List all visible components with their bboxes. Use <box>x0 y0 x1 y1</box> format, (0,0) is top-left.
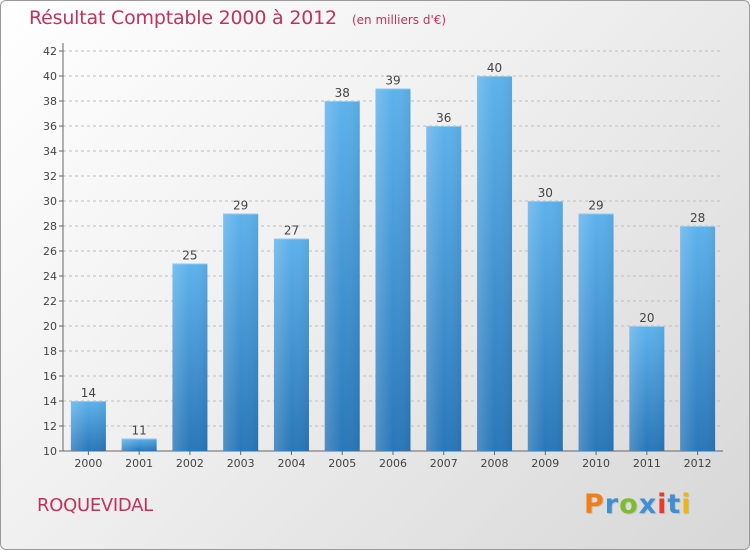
y-tick-label: 10 <box>43 445 57 458</box>
bar-shine-2005 <box>324 101 360 451</box>
x-tick-label: 2006 <box>379 457 407 470</box>
y-tick-label: 26 <box>43 245 57 258</box>
x-tick-label: 2012 <box>684 457 712 470</box>
y-tick-label: 32 <box>43 170 57 183</box>
data-label: 11 <box>132 424 147 438</box>
bar-shine-2008 <box>477 76 513 451</box>
chart-title: Résultat Comptable 2000 à 2012 <box>29 7 337 29</box>
logo-letter: x <box>638 489 658 520</box>
chart-header: Résultat Comptable 2000 à 2012 (en milli… <box>29 7 446 29</box>
data-label: 36 <box>436 111 451 125</box>
data-label: 25 <box>182 249 197 263</box>
y-tick-label: 42 <box>43 45 57 58</box>
data-label: 40 <box>487 61 502 75</box>
x-tick-label: 2008 <box>481 457 509 470</box>
x-tick-label: 2007 <box>430 457 458 470</box>
logo-letter: P <box>584 489 605 520</box>
commune-name: ROQUEVIDAL <box>37 495 153 516</box>
y-tick-label: 40 <box>43 70 57 83</box>
y-tick-label: 16 <box>43 370 57 383</box>
data-label: 14 <box>81 386 96 400</box>
bar-shine-2011 <box>629 326 665 451</box>
x-tick-label: 2011 <box>633 457 661 470</box>
data-labels: 14 11 25 29 27 38 39 36 40 30 29 20 28 <box>81 61 706 438</box>
y-tick-label: 20 <box>43 320 57 333</box>
data-label: 29 <box>233 199 248 213</box>
data-label: 39 <box>385 74 400 88</box>
x-tick-label: 2009 <box>531 457 559 470</box>
bar-shine-2009 <box>527 201 563 451</box>
x-tick-label: 2000 <box>74 457 102 470</box>
data-label: 38 <box>335 86 350 100</box>
x-tick-label: 2001 <box>125 457 153 470</box>
data-label: 29 <box>588 199 603 213</box>
y-tick-label: 34 <box>43 145 57 158</box>
y-tick-label: 14 <box>43 395 57 408</box>
x-tick-label: 2010 <box>582 457 610 470</box>
x-tick-label: 2003 <box>227 457 255 470</box>
bars <box>70 76 716 451</box>
logo-letter: o <box>619 489 639 520</box>
logo-letter: i <box>681 489 692 520</box>
y-tick-label: 12 <box>43 420 57 433</box>
x-tick-label: 2005 <box>328 457 356 470</box>
bar-shine-2012 <box>680 226 716 451</box>
bar-shine-2006 <box>375 88 411 451</box>
bar-shine-2007 <box>426 126 462 451</box>
logo-letter: t <box>667 489 682 520</box>
x-tick-label: 2002 <box>176 457 204 470</box>
bar-shine-2003 <box>223 213 259 451</box>
data-label: 30 <box>538 186 553 200</box>
bar-shine-2002 <box>172 263 208 451</box>
y-tick-label: 36 <box>43 120 57 133</box>
bar-shine-2010 <box>578 213 614 451</box>
y-tick-label: 22 <box>43 295 57 308</box>
bar-shine-2000 <box>70 401 106 451</box>
data-label: 27 <box>284 224 299 238</box>
y-tick-label: 28 <box>43 220 57 233</box>
y-tick-label: 30 <box>43 195 57 208</box>
logo-letter: r <box>604 489 620 520</box>
proxiti-logo[interactable]: Proxiti <box>584 489 692 520</box>
x-tick-label: 2004 <box>277 457 305 470</box>
y-tick-label: 38 <box>43 95 57 108</box>
y-tick-label: 24 <box>43 270 57 283</box>
bar-shine-2001 <box>121 438 157 451</box>
y-tick-label: 18 <box>43 345 57 358</box>
chart-subtitle: (en milliers d'€) <box>351 13 447 27</box>
data-label: 20 <box>639 311 654 325</box>
data-label: 28 <box>690 211 705 225</box>
logo-letter: i <box>657 489 668 520</box>
bar-shine-2004 <box>273 238 309 451</box>
